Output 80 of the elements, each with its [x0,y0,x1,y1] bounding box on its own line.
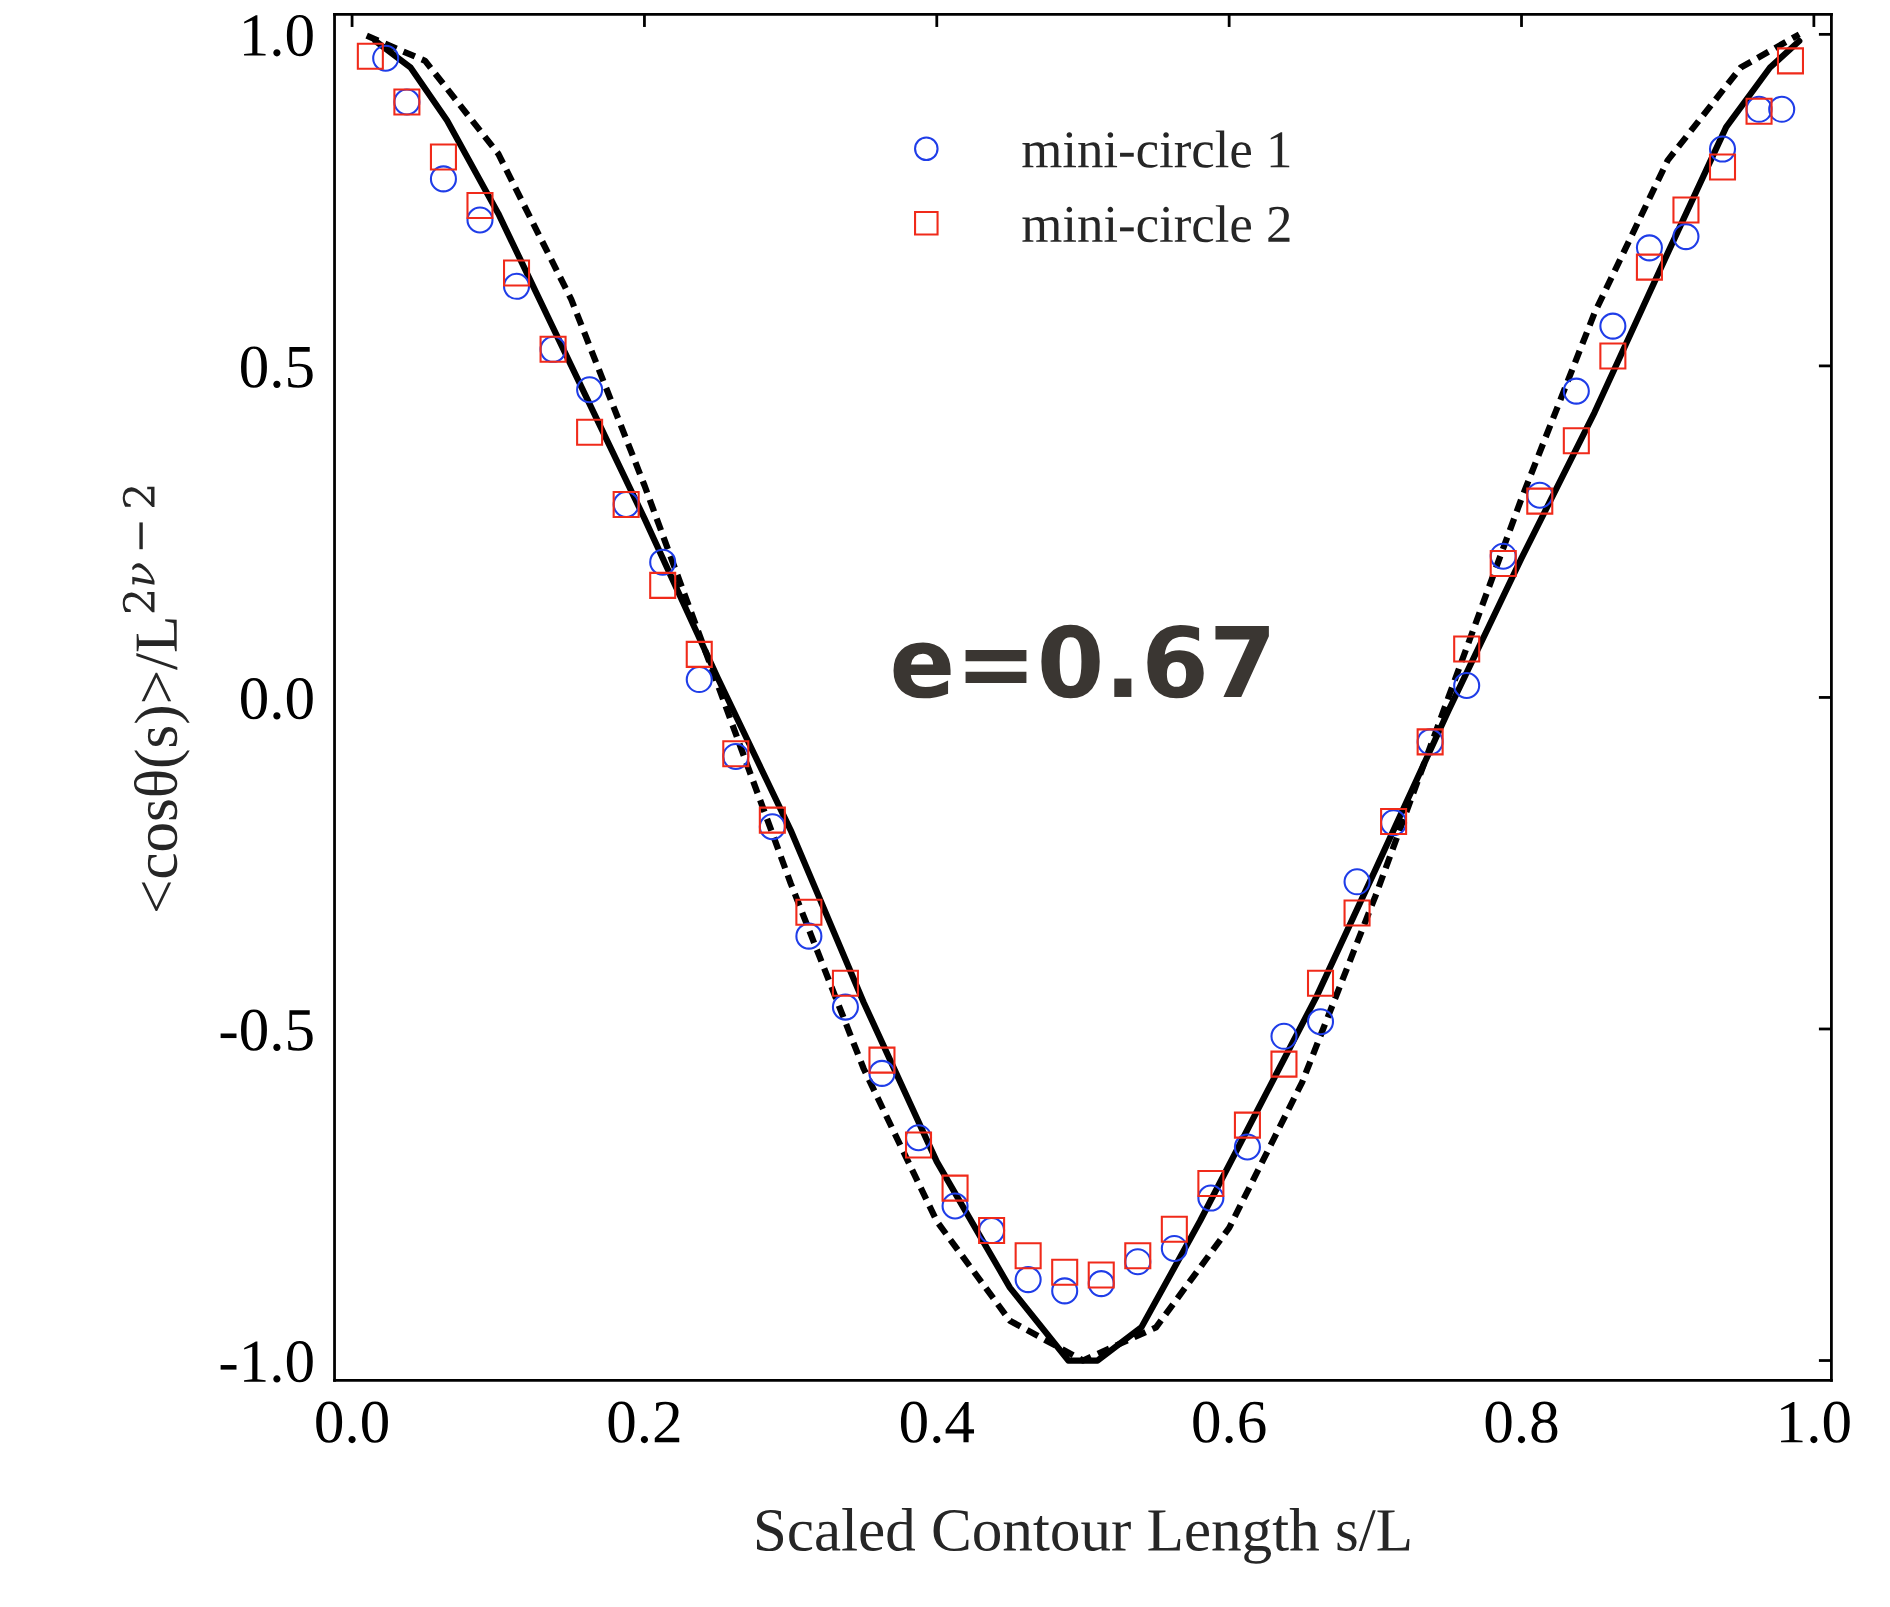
point [1599,342,1627,370]
point [868,1046,896,1074]
point [649,571,677,599]
point [466,191,494,219]
point [1160,1215,1188,1243]
point [1672,196,1700,224]
point [1562,427,1590,455]
point [1233,1111,1261,1139]
point [1526,487,1554,515]
y-tick-label: 0.0 [241,678,313,720]
point [941,1174,969,1202]
point [576,376,604,404]
point [758,806,786,834]
point [502,259,531,287]
x-tick-label: 0.4 [900,1401,975,1444]
x-tick-label: 0.6 [1193,1401,1266,1444]
point [1197,1184,1225,1212]
point [1635,253,1663,281]
point [941,1192,969,1220]
point [1489,549,1517,578]
point [1014,1242,1042,1270]
point [1526,481,1554,509]
point [576,418,604,446]
point [831,969,859,997]
x-axis-title: Scaled Contour Length s/L [756,1508,1410,1564]
point [1306,969,1335,997]
point [356,42,384,70]
point [1087,1261,1115,1289]
point [758,813,786,841]
point [1635,234,1663,262]
point [1489,542,1517,570]
point [429,165,457,193]
point [685,640,713,668]
point [795,898,823,926]
point [1124,1242,1152,1270]
point [1672,223,1700,251]
point [429,143,457,171]
point [1708,135,1737,163]
x-tick-label: 0.2 [608,1401,680,1444]
point [868,1059,896,1087]
point [1270,1022,1298,1050]
point [904,1124,933,1152]
y-tick-label: -0.5 [220,1009,313,1052]
point [904,1131,933,1159]
point [1270,1050,1298,1078]
point [466,206,494,234]
x-tick-label: 0.0 [316,1401,388,1444]
point [1306,1008,1335,1036]
x-tick-label: 1.0 [1781,1401,1850,1444]
legend-label: mini-circle 1 [1022,130,1290,168]
point [1708,153,1737,181]
point [1087,1270,1115,1298]
point [1014,1266,1042,1294]
point [1453,635,1481,663]
x-tick-label: 0.8 [1485,1401,1558,1444]
point [1562,377,1590,405]
point [1453,671,1481,700]
point [1051,1258,1079,1286]
legend-label: mini-circle 2 [1022,205,1290,243]
point [649,548,677,576]
point [1343,868,1371,896]
y-axis-title: <cosθ(s)>/L$^{2ν−2}$ [122,486,190,912]
point [1160,1234,1188,1262]
point [1343,899,1371,927]
point [1051,1277,1079,1305]
point [1233,1133,1261,1161]
point [1124,1248,1152,1276]
point [1776,47,1805,75]
point [1599,312,1627,340]
point [372,44,400,72]
annotation: e=0.67 [893,624,1269,699]
point [1197,1169,1225,1198]
point [502,272,531,300]
y-tick-label: 0.5 [241,346,313,388]
y-tick-label: 1.0 [244,14,313,57]
y-tick-label: -1.0 [220,1341,313,1383]
point [795,922,823,950]
point [685,665,713,694]
point [831,993,859,1021]
point [1768,95,1796,123]
